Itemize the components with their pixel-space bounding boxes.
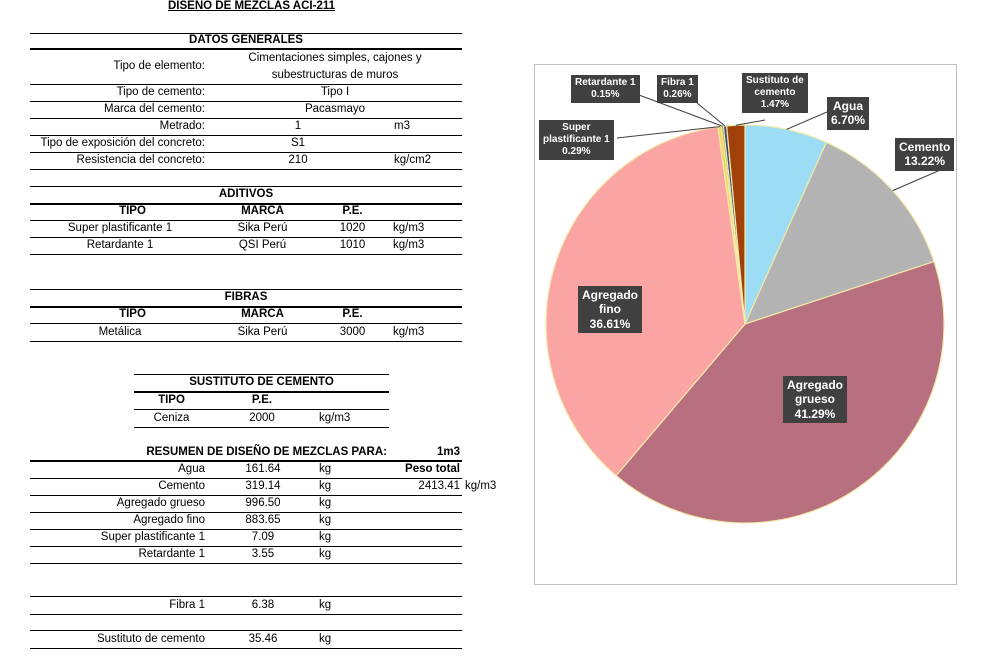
pie-slice-agregado-grueso[interactable] xyxy=(615,260,945,524)
resumen-row-unit: kg xyxy=(319,548,332,560)
label-tipo-elemento: Tipo de elemento: xyxy=(113,60,205,72)
aditivo-1-unit: kg/m3 xyxy=(393,222,425,234)
pie-chart-area[interactable]: Agua 6.70% Cemento 13.22% Agregado grueso 41.2… xyxy=(534,64,957,585)
resumen-header: RESUMEN DE DISEÑO DE MEZCLAS PARA: xyxy=(146,446,387,458)
resumen-sustituto-value: 35.46 xyxy=(248,633,278,645)
leader-line xyxy=(786,111,828,130)
unit-metrado: m3 xyxy=(394,120,410,132)
data-label-agregado-grueso: Agregado grueso 41.29% xyxy=(783,376,848,424)
fibras-col-tipo: TIPO xyxy=(119,308,146,320)
aditivos-col-tipo: TIPO xyxy=(119,205,146,217)
sustituto-1-unit: kg/m3 xyxy=(319,412,351,424)
resumen-row-unit: kg xyxy=(319,463,332,475)
aditivo-1-pe: 1020 xyxy=(339,222,366,234)
resumen-row-unit: kg xyxy=(319,480,332,492)
fibras-header: FIBRAS xyxy=(224,291,268,303)
value-metrado: 1 xyxy=(294,120,302,132)
sustituto-header: SUSTITUTO DE CEMENTO xyxy=(189,376,334,388)
data-label-agregado-fino: Agregado fino 36.61% xyxy=(578,286,643,334)
fibra-1-unit: kg/m3 xyxy=(393,326,425,338)
value-marca-cemento: Pacasmayo xyxy=(304,103,366,115)
resumen-fibra-label: Fibra 1 xyxy=(169,599,205,611)
sustituto-col-tipo: TIPO xyxy=(158,394,185,406)
label-exposicion: Tipo de exposición del concreto: xyxy=(40,137,205,149)
aditivo-2-marca: QSI Perú xyxy=(238,239,287,251)
pie-chart xyxy=(545,94,946,524)
fibra-1-marca: Sika Perú xyxy=(237,326,288,338)
resumen-row-unit: kg xyxy=(319,514,332,526)
label-tipo-cemento: Tipo de cemento: xyxy=(116,86,205,98)
fibras-col-pe: P.E. xyxy=(342,308,363,320)
resumen-sustituto-unit: kg xyxy=(319,633,332,645)
sustituto-col-pe: P.E. xyxy=(251,394,273,406)
sustituto-1-tipo: Ceniza xyxy=(153,412,190,424)
fibra-1-tipo: Metálica xyxy=(98,326,142,338)
pie-slice-agregado-fino[interactable] xyxy=(545,126,746,477)
resumen-row-value: 996.50 xyxy=(245,497,281,509)
resumen-row-label: Cemento xyxy=(158,480,205,492)
resumen-row-label: Agregado grueso xyxy=(116,497,205,509)
resumen-row-unit: kg xyxy=(319,497,332,509)
value-tipo-elemento: Cimentaciones simples, cajones y xyxy=(248,52,422,64)
pie-slice-cemento[interactable] xyxy=(743,141,935,325)
data-label-fibra-1: Fibra 1 0.26% xyxy=(657,75,698,103)
leader-line xyxy=(696,102,726,127)
data-label-retardante-1: Retardante 1 0.15% xyxy=(571,75,640,103)
peso-total-value: 2413.41 xyxy=(418,480,460,492)
label-metrado: Metrado: xyxy=(159,120,205,132)
fibra-1-pe: 3000 xyxy=(339,326,366,338)
resumen-row-value: 883.65 xyxy=(245,514,281,526)
unit-resistencia: kg/cm2 xyxy=(394,154,432,166)
peso-total-unit: kg/m3 xyxy=(465,480,497,492)
resumen-row-label: Super plastificante 1 xyxy=(100,531,205,543)
resumen-row-unit: kg xyxy=(319,531,332,543)
pie-slice-sustituto-de-cemento[interactable] xyxy=(725,124,746,325)
leader-line xyxy=(735,119,766,126)
sustituto-1-pe: 2000 xyxy=(249,412,275,424)
data-label-agua: Agua 6.70% xyxy=(827,97,870,130)
resumen-row-value: 161.64 xyxy=(245,463,281,475)
datos-generales-header: DATOS GENERALES xyxy=(189,34,303,46)
aditivo-2-tipo: Retardante 1 xyxy=(86,239,154,251)
label-marca-cemento: Marca del cemento: xyxy=(104,103,205,115)
value-resistencia: 210 xyxy=(288,154,308,166)
resumen-row-label: Agua xyxy=(178,463,205,475)
resumen-row-value: 7.09 xyxy=(251,531,275,543)
value-exposicion: S1 xyxy=(290,137,306,149)
fibras-col-marca: MARCA xyxy=(241,308,284,320)
aditivos-col-marca: MARCA xyxy=(241,205,284,217)
value-tipo-cemento: Tipo I xyxy=(320,86,350,98)
aditivos-col-pe: P.E. xyxy=(342,205,363,217)
aditivo-1-marca: Sika Perú xyxy=(237,222,288,234)
aditivos-header: ADITIVOS xyxy=(218,188,274,200)
resumen-volume: 1m3 xyxy=(436,446,460,458)
page-title: DISEÑO DE MEZCLAS ACI-211 xyxy=(168,0,335,12)
data-label-super-plastificante-1: Super plastificante 1 0.29% xyxy=(539,120,614,160)
resumen-row-value: 3.55 xyxy=(251,548,275,560)
leader-line xyxy=(638,94,723,127)
aditivo-1-tipo: Super plastificante 1 xyxy=(67,222,173,234)
resumen-row-label: Agregado fino xyxy=(133,514,205,526)
value-tipo-elemento-2: subestructuras de muros xyxy=(271,69,399,81)
aditivo-2-pe: 1010 xyxy=(339,239,366,251)
data-label-cemento: Cemento 13.22% xyxy=(895,138,955,171)
leader-line xyxy=(892,167,946,192)
resumen-fibra-value: 6.38 xyxy=(251,599,275,611)
resumen-row-label: Retardante 1 xyxy=(138,548,206,560)
resumen-sustituto-label: Sustituto de cemento xyxy=(96,633,205,645)
label-resistencia: Resistencia del concreto: xyxy=(76,154,205,166)
resumen-row-value: 319.14 xyxy=(245,480,281,492)
peso-total-label: Peso total xyxy=(405,463,460,475)
leader-line xyxy=(616,126,720,139)
data-label-sustituto-de-cemento: Sustituto de cemento 1.47% xyxy=(742,73,808,113)
resumen-fibra-unit: kg xyxy=(319,599,332,611)
aditivo-2-unit: kg/m3 xyxy=(393,239,425,251)
